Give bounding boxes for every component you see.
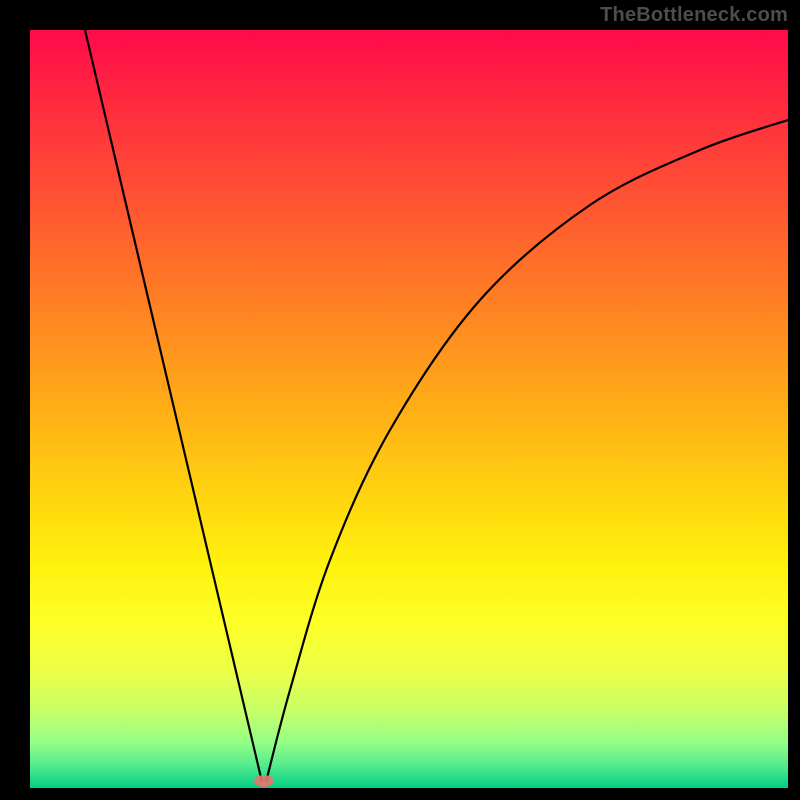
gradient-background (30, 30, 788, 788)
plot-area (30, 30, 788, 788)
attribution-text: TheBottleneck.com (600, 4, 788, 27)
chart-frame: TheBottleneck.com (0, 0, 800, 800)
